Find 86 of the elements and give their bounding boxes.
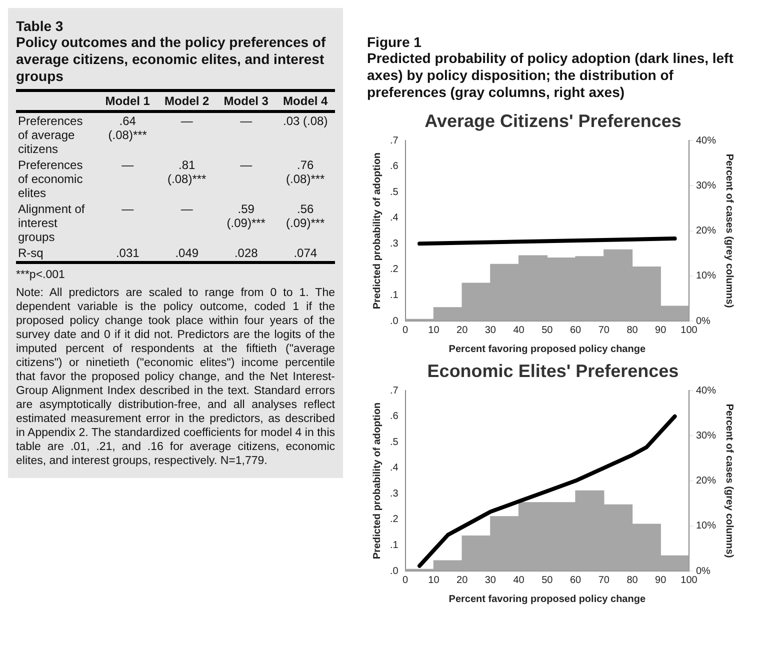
x-tick-label: 30: [484, 324, 496, 336]
x-axis-title: Percent favoring proposed policy change: [448, 344, 646, 355]
x-tick-label: 60: [570, 574, 582, 586]
x-tick-label: 50: [542, 324, 554, 336]
x-tick-label: 20: [456, 324, 468, 336]
x-tick-label: 10: [428, 574, 440, 586]
y2-tick-label: 0%: [696, 566, 711, 577]
y2-tick-label: 10%: [696, 520, 716, 532]
x-tick-label: 30: [484, 574, 496, 586]
text: .56 (.09)***: [286, 202, 325, 230]
y-tick-label: .5: [390, 186, 399, 198]
y-tick-label: .4: [390, 212, 399, 224]
y-tick-label: .1: [390, 290, 399, 301]
y-tick-label: .0: [390, 316, 399, 327]
text: .03 (.08): [283, 114, 328, 128]
text: .049: [175, 246, 199, 260]
x-tick-label: 50: [542, 574, 554, 586]
text: —: [122, 158, 134, 172]
x-tick-label: 60: [570, 324, 582, 336]
text: Figure 1: [367, 34, 422, 50]
x-tick-label: 70: [598, 574, 610, 586]
text: —: [240, 158, 252, 172]
y2-tick-label: 30%: [696, 430, 716, 442]
x-tick-label: 70: [598, 324, 610, 336]
text: Note: All predictors are scaled to range from 0 to 1. The dependent variable is the policy outcome, coded 1 if the proposed policy change took place within four years of the survey date and 0 if it did not. Predictors are the logits of the imputed percent of respondents at the fiftieth ("average citizens") or ninetieth ("economic elites") income percentile that favor the proposed policy change, and the Net Interest-Group Alignment Index described in the text. Standard errors are asymptotically distribution-free, and all analyses reflect estimated measurement error in the predictors, as described in Appendix 2. The standardized coefficients for model 4 in this table are .01, .21, and .16 for average citizens, economic elites, and interest groups, respectively. N=1,779.: [16, 287, 335, 467]
y-tick-label: .7: [390, 135, 399, 146]
category-label: Model 4: [282, 93, 329, 110]
y2-axis-title: Percent of cases (grey columns): [723, 404, 734, 558]
category-label: Model 2: [164, 93, 210, 110]
y2-tick-label: 40%: [696, 385, 716, 396]
x-tick-label: 100: [680, 574, 698, 586]
y-tick-label: .0: [390, 566, 399, 577]
y-tick-label: .3: [390, 238, 399, 250]
y-tick-label: .2: [390, 514, 399, 526]
y2-tick-label: 30%: [696, 180, 716, 192]
y-tick-label: .5: [390, 436, 399, 448]
x-axis-title: Percent favoring proposed policy change: [448, 594, 646, 605]
x-tick-label: 90: [655, 574, 667, 586]
y-tick-label: .6: [390, 161, 399, 172]
y-tick-label: .7: [390, 385, 399, 396]
text: .028: [234, 246, 258, 260]
text: —: [180, 202, 193, 216]
chart-title: Average Citizens' Preferences: [424, 110, 682, 131]
x-tick-label: 80: [626, 324, 638, 336]
text: .59 (.09)***: [226, 202, 266, 230]
x-tick-label: 100: [680, 324, 698, 336]
category-label: Model 1: [104, 93, 151, 110]
text: Predicted probability of policy adoption (dark lines, left axes) by policy disposition; the distribution of preferences (gray columns, right axes): [367, 50, 734, 101]
chart-title: Economic Elites' Preferences: [427, 360, 679, 381]
category-label: R-sq: [18, 246, 44, 260]
text: Policy outcomes and the policy preferences of average citizens, economic elites, and interest groups: [16, 34, 327, 85]
x-tick-label: 10: [428, 324, 440, 336]
y-tick-label: .6: [390, 411, 399, 422]
x-tick-label: 20: [456, 574, 468, 586]
text: ***p<.001: [16, 268, 66, 282]
x-tick-label: 0: [402, 324, 409, 336]
text: .031: [116, 246, 140, 260]
category-label: Preferences of economic elites: [18, 158, 83, 200]
text: .81 (.08)***: [168, 158, 206, 186]
x-tick-label: 0: [402, 574, 409, 586]
y2-tick-label: 0%: [696, 316, 711, 327]
y2-tick-label: 20%: [696, 226, 716, 237]
y2-tick-label: 40%: [696, 135, 716, 146]
y2-axis-title: Percent of cases (grey columns): [723, 154, 734, 308]
x-tick-label: 40: [513, 574, 525, 586]
x-tick-label: 40: [513, 324, 525, 336]
category-label: Model 3: [222, 93, 270, 110]
y-axis-title: Predicted probability of adoption: [372, 402, 383, 560]
y-tick-label: .3: [390, 488, 399, 500]
x-tick-label: 90: [655, 324, 667, 336]
text: .64 (.08)***: [108, 114, 147, 142]
y-axis-title: Predicted probability of adoption: [372, 152, 383, 310]
y2-tick-label: 10%: [696, 270, 716, 282]
text: —: [122, 202, 134, 216]
category-label: Alignment of interest groups: [18, 202, 85, 244]
text: Table 3: [16, 18, 64, 34]
y-tick-label: .1: [390, 540, 399, 551]
text: .074: [294, 246, 318, 260]
text: —: [240, 114, 252, 128]
category-label: Preferences of average citizens: [18, 114, 83, 156]
y-tick-label: .4: [390, 462, 399, 474]
x-tick-label: 80: [626, 574, 638, 586]
text: .76 (.08)***: [286, 158, 325, 186]
text: —: [180, 114, 193, 128]
y2-tick-label: 20%: [696, 476, 716, 487]
y-tick-label: .2: [390, 264, 399, 276]
